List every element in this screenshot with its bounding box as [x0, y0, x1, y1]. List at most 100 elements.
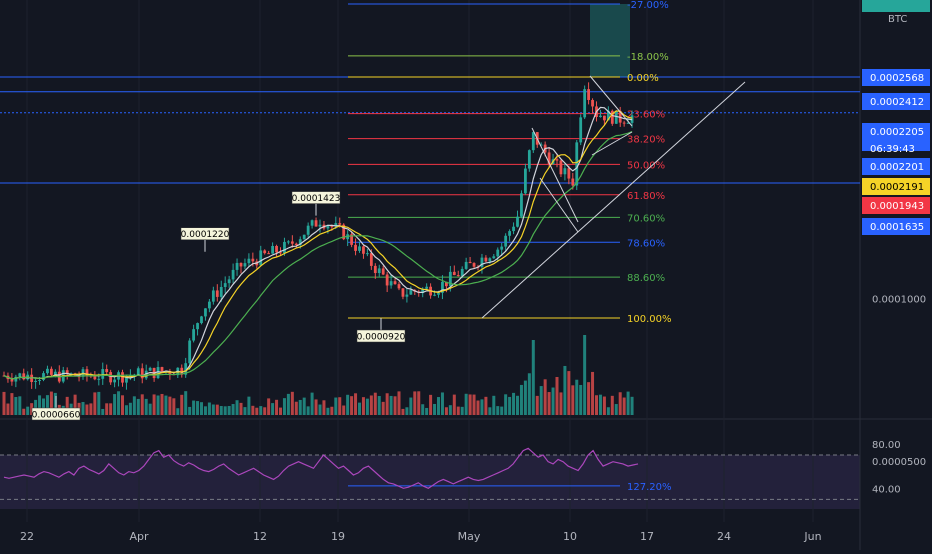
volume-bar — [476, 400, 480, 415]
volume-bar — [211, 404, 215, 415]
volume-bar — [290, 391, 294, 415]
volume-bar — [452, 394, 456, 415]
candle-body — [53, 371, 57, 375]
volume-bar — [480, 399, 484, 415]
volume-bar — [385, 393, 389, 415]
candle-body — [243, 263, 247, 267]
volume-bar — [65, 396, 69, 415]
candle-body — [318, 224, 322, 227]
volume-bar — [393, 396, 397, 415]
candle-body — [575, 142, 579, 186]
quote-unit: BTC — [888, 14, 907, 25]
candle-body — [22, 373, 26, 380]
volume-bar — [14, 397, 18, 415]
volume-bar — [219, 406, 223, 415]
volume-bar — [587, 382, 591, 415]
volume-bar — [196, 401, 200, 415]
candle-body — [579, 117, 583, 143]
volume-bar — [132, 396, 136, 415]
volume-bar — [338, 397, 342, 415]
volume-bar — [156, 395, 160, 415]
volume-bar — [279, 407, 282, 415]
volume-bar — [200, 402, 203, 415]
volume-bar — [630, 396, 634, 415]
volume-bar — [614, 404, 618, 415]
volume-bar — [227, 405, 231, 415]
volume-bar — [89, 403, 93, 415]
candle-body — [567, 168, 571, 179]
volume-bar — [555, 376, 559, 415]
candle-body — [527, 150, 531, 169]
candle-body — [184, 363, 188, 375]
volume-bar — [444, 407, 448, 415]
price-tag-label: 0.0002568 — [870, 73, 924, 84]
candle-body — [283, 241, 286, 253]
candle-body — [445, 281, 448, 287]
volume-bar — [121, 395, 124, 415]
price-tag — [862, 218, 930, 235]
volume-bar — [247, 396, 251, 415]
candle-body — [109, 372, 113, 383]
candle-body — [160, 367, 164, 372]
volume-bar — [567, 371, 571, 415]
volume-bar — [626, 391, 630, 415]
volume-bar — [377, 396, 381, 415]
candle-body — [105, 369, 109, 373]
candle-body — [298, 239, 302, 246]
volume-bar — [602, 396, 606, 415]
candle-body — [227, 279, 231, 284]
volume-bar — [318, 404, 322, 415]
candle-body — [125, 375, 128, 383]
volume-bar — [389, 395, 393, 415]
trendlines[interactable] — [481, 75, 746, 319]
volume-bar — [152, 394, 156, 415]
trendline-pennant-lower — [591, 131, 633, 156]
volume-bar — [207, 402, 211, 415]
fibonacci-retracement[interactable]: -27.00% -18.00% 0.00% 23.60% 38.20% 50.00% 61.… — [348, 0, 672, 493]
volume-bar — [6, 403, 10, 415]
rsi-pane[interactable]: 80.00 40.00 — [0, 440, 901, 500]
volume-bar — [49, 391, 53, 415]
volume-bar — [547, 392, 551, 415]
x-tick-label: 19 — [331, 530, 345, 543]
candle-body — [267, 253, 271, 255]
candle-body — [188, 340, 192, 364]
candle-body — [354, 244, 357, 251]
annotation-box — [180, 227, 230, 240]
candle-body — [208, 301, 211, 309]
price-tag — [862, 178, 930, 195]
candle-body — [334, 223, 338, 227]
candle-body — [508, 231, 511, 236]
volume-bar — [148, 403, 152, 415]
volume-bar — [531, 340, 535, 415]
volume-bar — [73, 394, 77, 415]
candle-body — [603, 115, 606, 121]
candle-body — [200, 316, 203, 324]
candle-body — [362, 246, 365, 254]
fib-label: 78.60% — [627, 238, 665, 249]
volume-bar — [440, 392, 444, 415]
volume-bar — [294, 401, 298, 415]
volume-bar — [136, 398, 140, 415]
rsi-band — [0, 455, 860, 509]
candle-body — [377, 268, 381, 274]
candle-body — [263, 250, 267, 254]
volume-bar — [168, 396, 172, 415]
candle-body — [101, 369, 105, 379]
candle-body — [373, 265, 377, 274]
volume-bar — [543, 379, 547, 415]
volume-bar — [42, 398, 45, 415]
price-tag — [862, 197, 930, 214]
volume-bar — [571, 385, 575, 415]
volume-bar — [405, 407, 409, 415]
trendline-support — [481, 81, 746, 319]
candle-body — [626, 122, 630, 124]
candle-body — [381, 268, 385, 275]
candle-body — [366, 253, 369, 255]
candle-body — [492, 256, 496, 259]
volume-bar — [26, 406, 30, 415]
volume-bar — [401, 408, 405, 415]
